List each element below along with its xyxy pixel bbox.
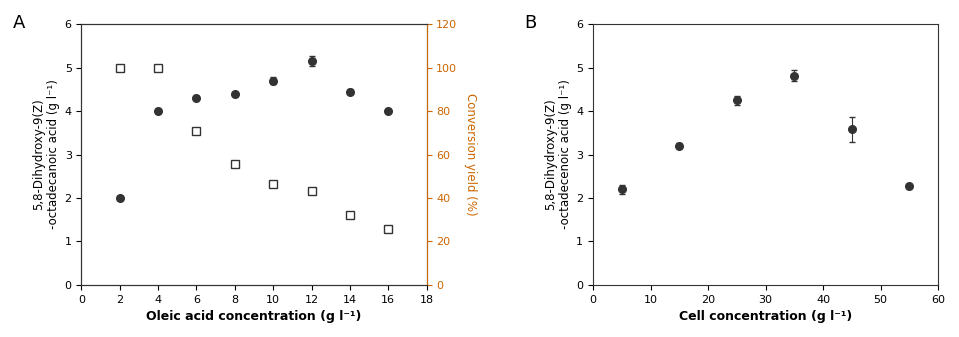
Y-axis label: 5,8-Dihydroxy-9(Z)
-octadecenoic acid (g l⁻¹): 5,8-Dihydroxy-9(Z) -octadecenoic acid (g… xyxy=(544,80,572,229)
Y-axis label: Conversion yield (%): Conversion yield (%) xyxy=(464,93,477,216)
X-axis label: Cell concentration (g l⁻¹): Cell concentration (g l⁻¹) xyxy=(679,310,853,323)
X-axis label: Oleic acid concentration (g l⁻¹): Oleic acid concentration (g l⁻¹) xyxy=(147,310,362,323)
Text: B: B xyxy=(524,14,536,32)
Text: A: A xyxy=(12,14,25,32)
Y-axis label: 5,8-Dihydroxy-9(Z)
-octadecanoic acid (g l⁻¹): 5,8-Dihydroxy-9(Z) -octadecanoic acid (g… xyxy=(33,80,60,229)
